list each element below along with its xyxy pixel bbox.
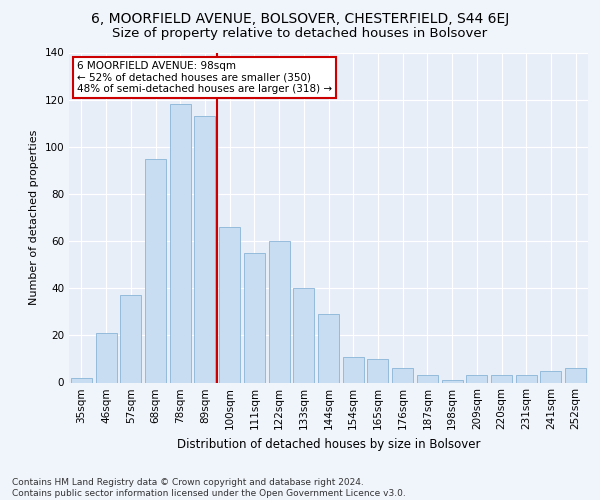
Bar (392, 368, 413, 382)
Bar (219, 227, 240, 382)
Text: Size of property relative to detached houses in Bolsover: Size of property relative to detached ho… (112, 28, 488, 40)
Bar (170, 104, 191, 382)
Bar (145, 158, 166, 382)
Bar (442, 380, 463, 382)
Bar (194, 116, 215, 382)
Bar (95, 333, 116, 382)
Bar (343, 356, 364, 382)
Y-axis label: Number of detached properties: Number of detached properties (29, 130, 39, 305)
Bar (541, 370, 562, 382)
Bar (565, 368, 586, 382)
Bar (417, 376, 438, 382)
X-axis label: Distribution of detached houses by size in Bolsover: Distribution of detached houses by size … (177, 438, 480, 451)
Bar (120, 296, 141, 382)
Bar (318, 314, 339, 382)
Bar (244, 253, 265, 382)
Bar (71, 378, 92, 382)
Text: 6 MOORFIELD AVENUE: 98sqm
← 52% of detached houses are smaller (350)
48% of semi: 6 MOORFIELD AVENUE: 98sqm ← 52% of detac… (77, 60, 332, 94)
Bar (269, 241, 290, 382)
Bar (466, 376, 487, 382)
Bar (516, 376, 537, 382)
Bar (293, 288, 314, 382)
Bar (491, 376, 512, 382)
Text: 6, MOORFIELD AVENUE, BOLSOVER, CHESTERFIELD, S44 6EJ: 6, MOORFIELD AVENUE, BOLSOVER, CHESTERFI… (91, 12, 509, 26)
Bar (367, 359, 388, 382)
Text: Contains HM Land Registry data © Crown copyright and database right 2024.
Contai: Contains HM Land Registry data © Crown c… (12, 478, 406, 498)
